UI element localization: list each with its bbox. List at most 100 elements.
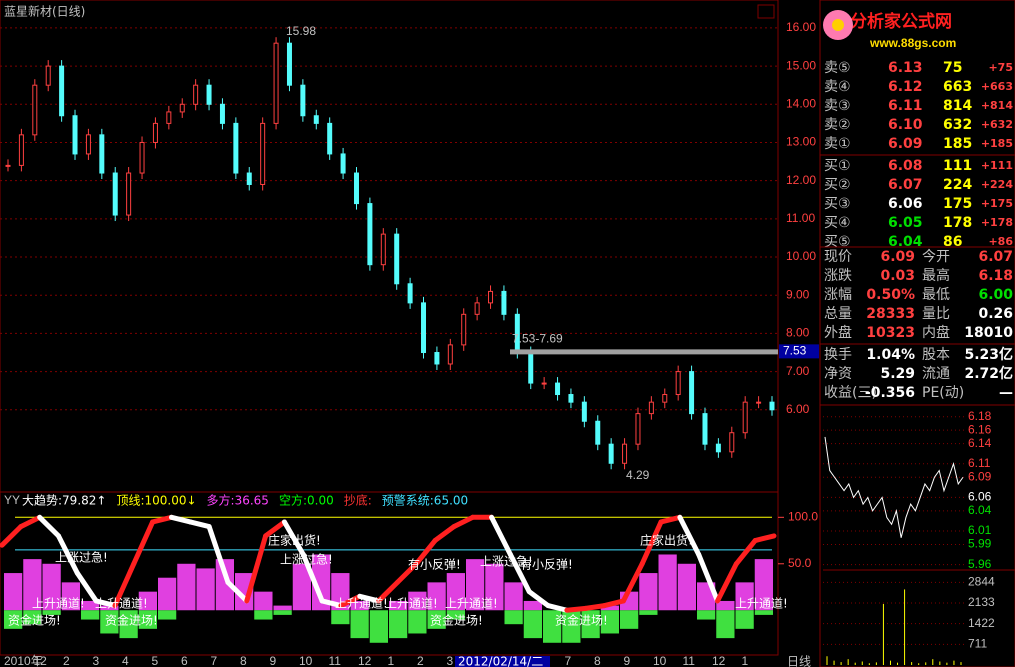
bull-bar	[215, 559, 234, 611]
y-tick-label: 6.14	[968, 436, 992, 450]
order-cell: 卖④	[824, 79, 851, 95]
signal-label: 上涨过急!	[280, 552, 333, 567]
signal-label: 上涨过急!	[480, 554, 533, 569]
bear-bar	[273, 610, 292, 615]
quote-cell: —	[999, 385, 1013, 401]
candle	[99, 134, 105, 174]
date-label: 9	[624, 654, 631, 667]
candle	[45, 65, 51, 86]
date-label: 12	[34, 654, 48, 667]
quote-cell: 6.07	[978, 249, 1013, 265]
bull-bar	[312, 554, 331, 611]
y-tick-label: 50.0	[788, 556, 812, 570]
date-label: 11	[329, 654, 342, 667]
trend-segment	[507, 551, 532, 595]
trend-segment	[526, 589, 551, 609]
trend-segment	[489, 514, 513, 557]
trend-segment	[715, 561, 739, 604]
quote-cell: 6.18	[978, 268, 1013, 284]
order-cell: 买①	[824, 158, 851, 174]
order-cell: 买⑤	[824, 234, 851, 250]
order-cell: 卖⑤	[824, 60, 851, 76]
range-bar	[510, 349, 778, 355]
quote-cell: 5.29	[880, 366, 915, 382]
candle	[300, 84, 306, 117]
trend-segment	[112, 561, 137, 609]
trend-segment	[639, 519, 664, 567]
quote-cell: 总量	[824, 306, 852, 322]
candle	[340, 153, 346, 174]
cursor-date-box	[455, 656, 550, 667]
date-label: 2	[417, 654, 424, 667]
order-cell: 6.10	[888, 117, 923, 133]
quote-cell: 涨跌	[824, 268, 852, 284]
candle	[233, 122, 239, 174]
candle	[353, 172, 359, 205]
y-tick-label: 6.04	[968, 503, 992, 517]
bear-bar	[697, 610, 716, 620]
date-label: 5	[152, 654, 159, 667]
bull-bar	[716, 600, 735, 611]
bull-bar	[254, 591, 273, 611]
bull-bar	[408, 591, 427, 611]
bull-bar	[4, 573, 23, 611]
bull-bar	[138, 591, 157, 611]
y-tick-label: 10.00	[786, 249, 816, 263]
signal-label: 庄家出货!	[268, 533, 321, 548]
order-cell: +663	[981, 80, 1013, 93]
signal-label: 上涨过急!	[55, 550, 108, 565]
high-label: 15.98	[286, 24, 316, 38]
y-tick-label: 13.00	[786, 135, 816, 149]
trend-segment	[37, 514, 61, 539]
bear-bar	[735, 610, 754, 629]
bear-bar	[446, 610, 465, 620]
candle	[32, 84, 38, 136]
candle	[555, 382, 561, 396]
y-tick-label: 2844	[968, 575, 995, 589]
date-label: 4	[122, 654, 129, 667]
y-tick-label: 5.99	[968, 537, 992, 551]
low-label: 4.29	[626, 468, 650, 482]
cursor-date: 2012/02/14/二	[458, 655, 543, 667]
indicator-name: YY	[4, 493, 20, 507]
bull-bar	[196, 568, 215, 611]
order-cell: 224	[943, 177, 972, 193]
order-cell: 632	[943, 117, 972, 133]
candle	[434, 352, 440, 365]
bear-bar	[389, 610, 408, 639]
date-label: 11	[683, 654, 696, 667]
signal-label: 有小反弹!	[408, 558, 461, 572]
candle	[622, 443, 628, 464]
logo-url: www.88gs.com	[869, 36, 956, 50]
bear-bar	[427, 610, 446, 629]
order-cell: +75	[988, 61, 1013, 74]
y-tick-label: 6.09	[968, 469, 992, 483]
bull-bar	[735, 582, 754, 611]
quote-cell: 最低	[922, 287, 950, 303]
y-tick-label: 16.00	[786, 20, 816, 34]
bull-bar	[427, 582, 446, 611]
bear-bar	[4, 610, 23, 629]
logo-name: 分析家公式网	[850, 11, 952, 32]
bull-bar	[600, 605, 619, 611]
date-label: 2	[63, 654, 70, 667]
trend-segment	[602, 598, 626, 609]
candle	[474, 302, 480, 315]
bull-bar	[466, 559, 485, 611]
bull-bar	[100, 605, 119, 611]
quote-cell: 流通	[922, 366, 950, 382]
date-label: 12	[358, 654, 372, 667]
logo-center	[832, 19, 844, 31]
candle	[246, 172, 252, 185]
candle	[715, 443, 721, 453]
candle	[488, 290, 494, 304]
trend-segment	[376, 579, 400, 604]
order-cell: 86	[943, 234, 962, 250]
trend-segment	[55, 533, 80, 576]
candle	[126, 172, 132, 216]
close-button[interactable]	[757, 4, 775, 19]
date-label: 1	[388, 654, 395, 667]
y-tick-label: 2133	[968, 595, 995, 609]
trend-segment	[187, 519, 212, 530]
